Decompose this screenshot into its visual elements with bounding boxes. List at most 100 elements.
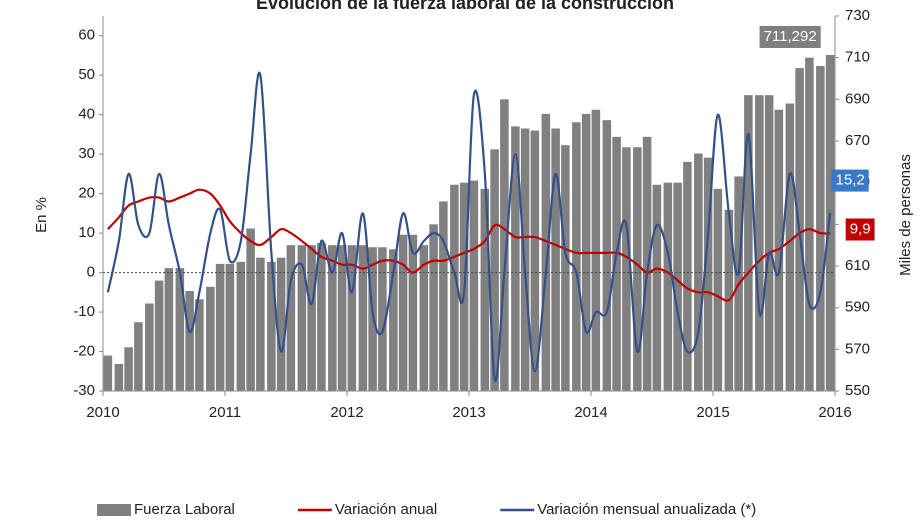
bar <box>215 263 225 391</box>
bar <box>286 245 296 391</box>
y2-tick-label: 710 <box>845 49 870 66</box>
y2-tick-label: 670 <box>845 132 870 149</box>
bar <box>602 120 612 392</box>
bar <box>236 261 246 391</box>
bar <box>633 147 642 391</box>
bar <box>145 303 154 391</box>
y-tick-label: 40 <box>78 106 95 123</box>
bar <box>703 157 713 391</box>
bar <box>663 182 673 391</box>
bar <box>825 54 835 391</box>
line <box>107 188 831 302</box>
bar <box>164 268 174 391</box>
y-axis-title: En % <box>33 197 50 233</box>
bar <box>774 109 784 391</box>
bar <box>419 245 429 391</box>
value-label-box <box>831 169 869 192</box>
bar <box>328 245 337 391</box>
bar <box>378 247 387 391</box>
y2-tick-label: 590 <box>845 299 870 316</box>
y2-tick-label: 570 <box>845 340 870 357</box>
bar <box>114 363 124 391</box>
bar <box>317 243 326 391</box>
bar <box>713 188 723 391</box>
bar <box>246 228 255 391</box>
bar <box>185 291 194 391</box>
bar <box>551 128 560 391</box>
bar <box>408 234 418 391</box>
bar <box>154 280 164 391</box>
bar <box>368 247 377 391</box>
bar <box>429 224 438 391</box>
bar <box>744 95 753 392</box>
x-tick-label: 2012 <box>330 404 363 421</box>
value-label: 711,292 <box>764 28 817 45</box>
y-tick-label: 10 <box>78 224 95 241</box>
bar <box>297 245 307 391</box>
legend-label: Variación mensual anualizada (*) <box>537 501 756 518</box>
bar <box>642 136 652 391</box>
bar <box>490 149 499 391</box>
bar <box>683 161 692 391</box>
y-tick-label: 50 <box>78 66 95 83</box>
y2-tick-label: 610 <box>845 257 870 274</box>
bar <box>347 245 357 391</box>
legend-swatch <box>97 504 131 516</box>
y-tick-label: 20 <box>78 185 95 202</box>
bar <box>469 180 479 391</box>
bar <box>225 263 235 391</box>
y-tick-label: 60 <box>78 27 95 44</box>
bar <box>398 234 408 391</box>
bar <box>511 126 520 392</box>
y2-tick-label: 730 <box>845 7 870 24</box>
y-tick-label: -30 <box>73 382 95 399</box>
x-tick-label: 2015 <box>696 404 729 421</box>
value-label-box <box>759 25 821 48</box>
bar <box>805 57 814 392</box>
bar <box>276 257 286 391</box>
bar <box>124 347 133 391</box>
x-tick-label: 2013 <box>452 404 485 421</box>
bar <box>307 245 316 391</box>
bar <box>816 66 825 391</box>
bar <box>530 130 540 392</box>
bar <box>134 322 143 391</box>
x-tick-label: 2016 <box>818 404 851 421</box>
bar <box>764 95 774 392</box>
y-tick-label: 30 <box>78 145 95 162</box>
y-tick-label: 0 <box>87 264 95 281</box>
bar <box>358 245 368 391</box>
bar <box>103 355 113 391</box>
bar <box>622 147 631 391</box>
legend-label: Variación anual <box>335 501 437 518</box>
chart-title: Evolución de la fuerza laboral de la con… <box>256 0 674 13</box>
bar <box>673 182 682 391</box>
bar <box>337 245 347 391</box>
y-tick-label: -20 <box>73 342 95 359</box>
bar <box>480 188 490 391</box>
value-label-box <box>845 218 875 241</box>
bar <box>175 268 185 391</box>
bar <box>755 95 764 392</box>
y2-tick-label: 550 <box>845 382 870 399</box>
bar <box>267 261 276 391</box>
y2-tick-label: 690 <box>845 90 870 107</box>
bar <box>694 153 703 391</box>
bar <box>195 299 204 391</box>
bar <box>785 103 795 391</box>
line <box>106 71 832 383</box>
bar <box>206 286 215 391</box>
bar <box>572 122 581 391</box>
bar <box>591 109 601 391</box>
x-tick-label: 2011 <box>209 404 241 421</box>
bar <box>652 184 662 391</box>
bar <box>439 201 448 391</box>
bar <box>389 249 398 391</box>
bar <box>612 136 621 391</box>
y2-axis-title: Miles de personas <box>897 154 914 276</box>
value-label: 9,9 <box>850 220 871 237</box>
bar <box>500 99 509 391</box>
bar <box>561 145 570 391</box>
value-label: 15,2 <box>836 172 865 189</box>
